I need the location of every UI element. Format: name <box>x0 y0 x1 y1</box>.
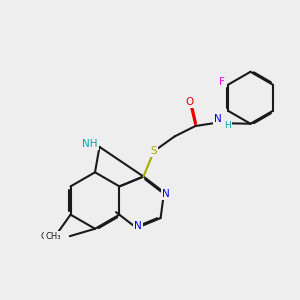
Text: F: F <box>219 77 225 87</box>
Text: NH: NH <box>82 139 98 149</box>
Text: N: N <box>162 189 170 199</box>
Text: H: H <box>224 122 231 130</box>
Text: CH₃: CH₃ <box>45 232 61 241</box>
Text: S: S <box>151 146 157 156</box>
Text: N: N <box>214 114 222 124</box>
Text: O: O <box>185 97 194 107</box>
Text: N: N <box>134 220 142 231</box>
Text: CH₃: CH₃ <box>41 232 58 242</box>
